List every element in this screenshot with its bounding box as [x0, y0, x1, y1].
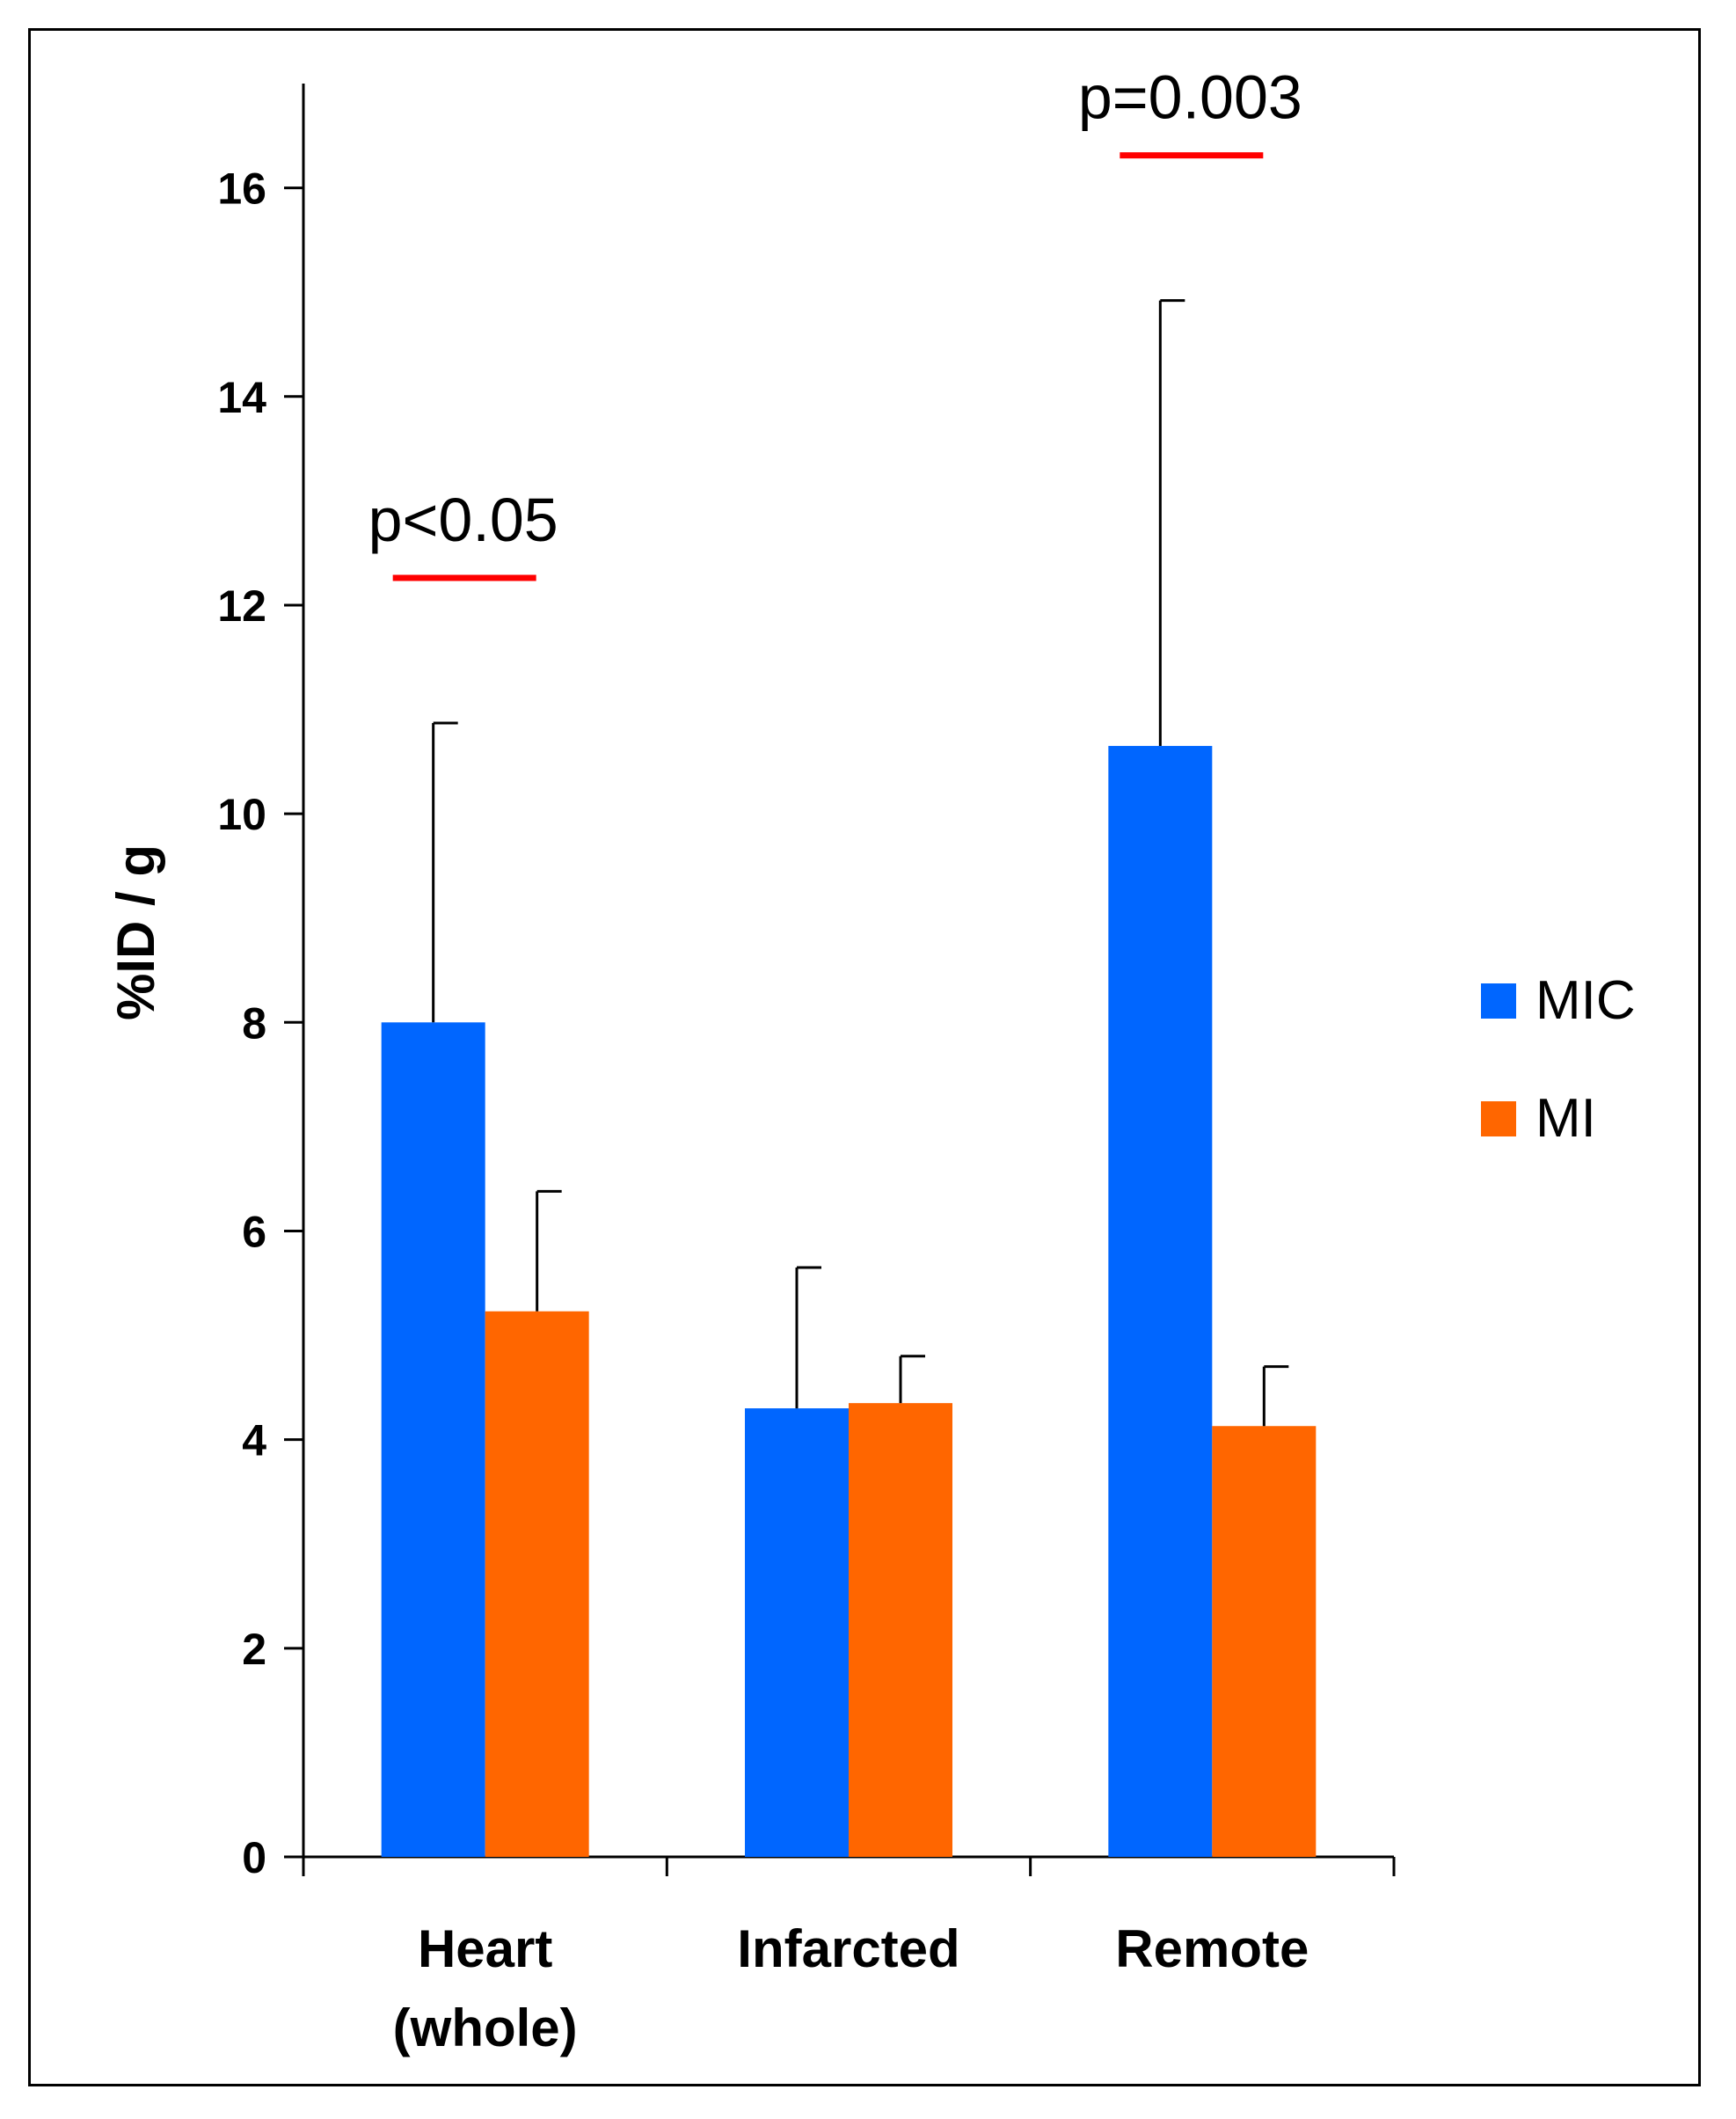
- legend-swatch-mic: [1481, 983, 1516, 1019]
- y-tick-label: 12: [217, 581, 266, 631]
- y-axis-label: %ID / g: [106, 844, 165, 1020]
- bar-mic-0: [381, 1022, 485, 1857]
- y-tick-label: 4: [242, 1416, 266, 1465]
- x-category-label: Infarcted: [737, 1919, 959, 1978]
- y-tick-label: 6: [242, 1207, 266, 1256]
- bar-mi-0: [485, 1311, 589, 1857]
- y-tick-label: 8: [242, 998, 266, 1048]
- y-tick-label: 0: [242, 1833, 266, 1882]
- y-tick-label: 16: [217, 164, 266, 214]
- x-category-label: Heart: [418, 1919, 552, 1978]
- bar-mi-1: [849, 1403, 952, 1857]
- legend-label: MIC: [1535, 970, 1636, 1031]
- legend-label: MI: [1535, 1088, 1596, 1149]
- bar-mic-2: [1108, 746, 1213, 1857]
- y-tick-label: 2: [242, 1625, 266, 1674]
- p-value-label: p<0.05: [368, 486, 558, 554]
- x-category-label: (whole): [393, 1998, 578, 2057]
- bar-mi-2: [1212, 1426, 1317, 1857]
- y-tick-label: 14: [217, 373, 266, 422]
- p-value-label: p=0.003: [1078, 63, 1302, 132]
- legend-swatch-mi: [1481, 1101, 1516, 1136]
- y-tick-label: 10: [217, 790, 266, 839]
- bar-mic-1: [745, 1408, 849, 1857]
- x-category-label: Remote: [1115, 1919, 1309, 1978]
